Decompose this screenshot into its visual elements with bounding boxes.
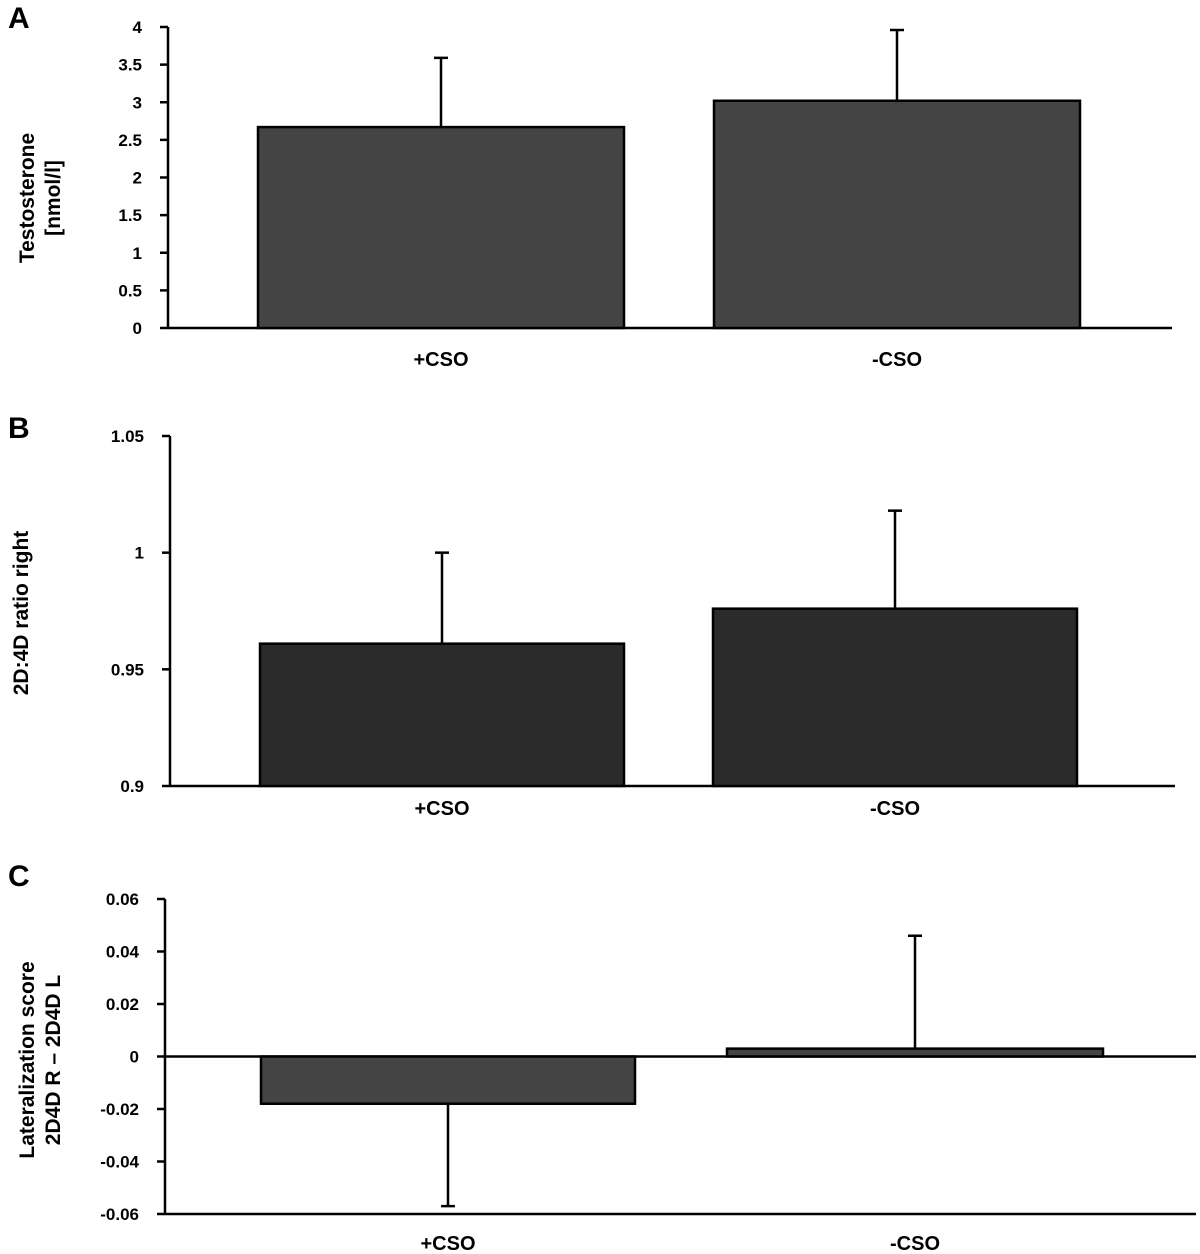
panel-label: A — [8, 2, 30, 35]
y-tick-label: 0.06 — [106, 890, 139, 909]
y-tick-label: -0.02 — [100, 1100, 139, 1119]
panel-label: C — [8, 860, 30, 893]
y-tick-label: 0 — [130, 1048, 139, 1067]
bars — [256, 28, 1082, 330]
y-tick-label: 0.95 — [111, 660, 144, 679]
y-tick-label: 1.5 — [118, 206, 142, 225]
y-tick-label: -0.06 — [100, 1205, 139, 1224]
y-axis-label-line: Testosterone — [16, 133, 39, 263]
y-axis-title: Testosterone [nmol/l] — [16, 133, 65, 263]
y-axis-title: Lateralization score 2D4D R – 2D4D L — [16, 961, 65, 1158]
bar — [259, 1055, 637, 1105]
x-category-label: -CSO — [872, 349, 922, 371]
x-category-label: +CSO — [413, 349, 468, 371]
x-category-label: +CSO — [414, 798, 469, 820]
bar — [712, 99, 1082, 330]
y-tick-label: 4 — [133, 18, 143, 37]
y-tick-label: 0 — [133, 319, 142, 338]
y-tick-label: 2 — [133, 169, 142, 188]
x-category-label: -CSO — [890, 1233, 940, 1254]
bars — [259, 934, 1105, 1208]
y-axis-label-line: 2D:4D ratio right — [10, 531, 33, 696]
panel-b: B 2D:4D ratio right 0.9 0.95 1 1.05 +CSO -CSO — [8, 412, 1175, 820]
y-tick-label: 3 — [133, 93, 142, 112]
bar — [725, 1047, 1105, 1058]
y-tick-label: 3.5 — [118, 56, 142, 75]
x-category-label: -CSO — [870, 798, 920, 820]
y-tick-label: -0.04 — [100, 1153, 139, 1172]
bars — [258, 509, 1079, 788]
bar — [711, 607, 1079, 788]
y-axis-label-line: 2D4D R – 2D4D L — [42, 975, 65, 1146]
panel-a: A Testosterone [nmol/l] 0 0.5 1 1.5 2 2.5 3 3.5 4… — [8, 2, 1172, 371]
y-tick-label: 2.5 — [118, 131, 142, 150]
y-tick-label: 1 — [133, 244, 142, 263]
axes: -0.06 -0.04 -0.02 0 0.02 0.04 0.06 +CSO -CSO — [100, 890, 1196, 1254]
y-tick-label: 1.05 — [111, 427, 144, 446]
x-category-label: +CSO — [420, 1233, 475, 1254]
y-axis-label-line: Lateralization score — [16, 961, 39, 1158]
y-tick-label: 1 — [135, 544, 144, 563]
bar — [258, 642, 626, 788]
bar — [256, 125, 626, 330]
panel-label: B — [8, 412, 30, 445]
y-axis-title: 2D:4D ratio right — [10, 531, 33, 696]
y-axis-label-line: [nmol/l] — [42, 160, 65, 236]
y-tick-label: 0.02 — [106, 995, 139, 1014]
y-tick-label: 0.9 — [120, 777, 144, 796]
y-tick-label: 0.5 — [118, 281, 142, 300]
panel-c: C Lateralization score 2D4D R – 2D4D L -0… — [8, 860, 1196, 1254]
y-tick-label: 0.04 — [106, 943, 140, 962]
